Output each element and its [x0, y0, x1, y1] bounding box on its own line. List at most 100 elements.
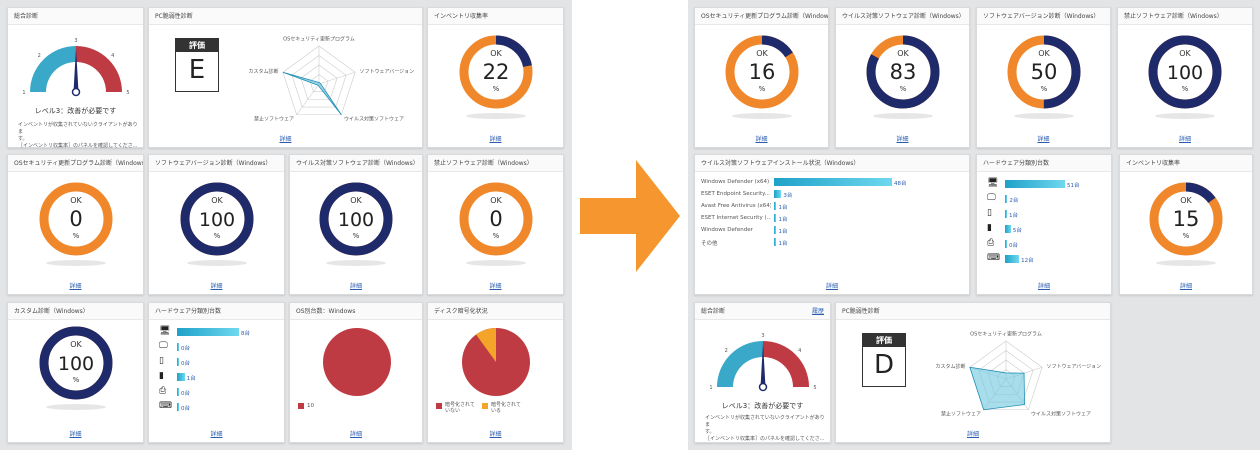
radar-axis — [296, 83, 320, 115]
detail-link[interactable]: 詳細 — [755, 136, 768, 143]
radar-label: 禁止ソフトウェア — [941, 410, 981, 417]
bar — [1005, 195, 1008, 203]
bar-value: 0台 — [181, 406, 190, 412]
detail-link[interactable]: 詳細 — [489, 283, 502, 290]
radar-grid — [300, 64, 338, 100]
detail-link[interactable]: 詳細 — [1178, 136, 1191, 143]
disk-encryption-card: ディスク暗号化状況 暗号化されていない 暗号化されている 詳細 — [427, 302, 564, 443]
gauge-tick-label: 5 — [126, 90, 129, 96]
bar-value: 1台 — [778, 229, 788, 235]
percent-value: 0 — [69, 207, 82, 231]
percent-value: 100 — [338, 209, 374, 231]
detail-link[interactable]: 詳細 — [489, 136, 502, 143]
detail-link[interactable]: 詳細 — [896, 136, 909, 143]
tablet-icon: ▯ — [987, 208, 992, 218]
ok-label: OK — [211, 196, 223, 205]
percent-value: 100 — [57, 353, 93, 375]
detail-link[interactable]: 詳細 — [349, 283, 362, 290]
detail-link[interactable]: 詳細 — [210, 283, 223, 290]
donut-ok-arc — [1148, 35, 1222, 109]
hardware-count-card: ハードウェア分類別台数 🖥 8台 🖵 0台 ▯ 0台 ▮ 1台 ⎙ 0台 ⌨ 0台 詳細 — [148, 302, 285, 443]
pc-vulnerability-card: PC脆弱性診断 評価 D OSセキュリティ更新プログラム ソフトウェアバージョンウ… — [835, 302, 1111, 443]
legend-label-encrypted: 暗号化されている — [491, 402, 521, 414]
percent-unit: % — [72, 376, 79, 384]
detail-link[interactable]: 詳細 — [825, 283, 838, 290]
overall-diagnosis-card: 総合診断 履歴 1 2 3 4 5 レベル3：改善が必要です インベントリが収集されてい… — [694, 302, 831, 443]
radar-label: カスタム診断 — [249, 68, 279, 75]
os-count-card: OS別台数：Windows 10 詳細 — [289, 302, 423, 443]
ok-label: OK — [70, 196, 82, 205]
donut-ok-arc — [1007, 35, 1080, 109]
card-title: ウイルス対策ソフトウェア診断（Windows） — [290, 155, 422, 172]
bar-value: 1台 — [186, 376, 196, 382]
percent-value: 15 — [1173, 207, 1200, 231]
forbidden-software-card: 禁止ソフトウェア診断（Windows） OK 0% 詳細 — [427, 154, 564, 295]
detail-link[interactable]: 詳細 — [69, 431, 82, 438]
legend-label: 10 — [307, 403, 314, 409]
os-security-card: OSセキュリティ更新プログラム診断（Windows） OK 16% 詳細 — [694, 7, 829, 148]
printer-icon: ⎙ — [987, 238, 995, 248]
detail-link[interactable]: 詳細 — [349, 431, 362, 438]
pie-slice-encrypted — [476, 328, 496, 362]
card-title: PC脆弱性診断 — [149, 8, 422, 25]
legend-swatch — [298, 403, 304, 409]
gauge-tick-label: 2 — [38, 53, 41, 59]
percent-unit: % — [72, 232, 79, 240]
software-version-card: ソフトウェアバージョン診断（Windows） OK 100% 詳細 — [148, 154, 285, 295]
detail-link[interactable]: 詳細 — [69, 283, 82, 290]
detail-link[interactable]: 詳細 — [1037, 136, 1050, 143]
gauge-bad-segment — [763, 341, 809, 387]
detail-link[interactable]: 詳細 — [489, 431, 502, 438]
transition-arrow-icon — [580, 160, 680, 272]
level-text: レベル3：改善が必要です — [34, 107, 117, 115]
donut-ok-arc — [319, 182, 393, 256]
antivirus-install-card: ウイルス対策ソフトウェアインストール状況（Windows） Windows De… — [694, 154, 970, 295]
percent-value: 0 — [489, 207, 502, 231]
hardware-count-card: ハードウェア分類別台数 🖥 51台 🖵 2台 ▯ 1台 ▮ 5台 ⎙ 0台 ⌨ 12台 詳細 — [976, 154, 1112, 295]
bar — [1005, 210, 1007, 218]
bar — [774, 226, 777, 234]
gauge-tick-label: 2 — [725, 348, 728, 354]
bar — [1005, 255, 1020, 263]
radar-label: ウイルス対策ソフトウェア — [1031, 410, 1091, 417]
gauge-tick-label: 3 — [761, 333, 764, 339]
bar-value: 0台 — [181, 346, 190, 352]
desc-line: ［インベントリ収集率］のパネルを確認してくださ... — [18, 143, 138, 149]
description: インベントリが収集されていないクライアントがありま す。 ［インベントリ収集率］… — [705, 415, 826, 443]
bar-value: 12台 — [1021, 258, 1034, 264]
bar — [774, 202, 777, 210]
card-title: ハードウェア分類別台数 — [977, 155, 1111, 172]
radar-label: OSセキュリティ更新プログラム — [970, 330, 1042, 337]
software-version-donut: OK 100% — [180, 182, 253, 266]
detail-link[interactable]: 詳細 — [1037, 283, 1050, 290]
antivirus-donut: OK 100% — [319, 182, 393, 266]
card-title: カスタム診断（Windows） — [8, 303, 143, 320]
gauge-tick-label: 5 — [813, 385, 816, 391]
grade-value: D — [873, 350, 895, 380]
history-link[interactable]: 履歴 — [811, 308, 824, 315]
percent-value: 100 — [1167, 62, 1203, 84]
card-title: PC脆弱性診断 — [836, 303, 1110, 320]
detail-link[interactable]: 詳細 — [966, 431, 979, 438]
custom-diagnosis-donut: OK 100% — [39, 326, 112, 410]
radar-area — [969, 366, 1025, 411]
inventory-rate-card: インベントリ収集率 OK 15% 詳細 — [1119, 154, 1253, 295]
card-title: ディスク暗号化状況 — [428, 303, 563, 320]
grade-box: 評価 D — [862, 333, 906, 387]
card-title: 禁止ソフトウェア診断（Windows） — [1118, 8, 1252, 25]
donut-ok-arc — [39, 326, 112, 400]
pie-slice — [323, 328, 391, 396]
detail-link[interactable]: 詳細 — [1179, 283, 1192, 290]
ok-label: OK — [1180, 196, 1192, 205]
antivirus-donut: OK 83% — [866, 35, 939, 119]
detail-link[interactable]: 詳細 — [279, 136, 292, 143]
os-security-card: OSセキュリティ更新プログラム診断（Windows） OK 0% 詳細 — [7, 154, 144, 295]
bar — [177, 403, 179, 411]
detail-link[interactable]: 詳細 — [210, 431, 223, 438]
percent-unit: % — [213, 232, 220, 240]
donut-ok-arc — [180, 182, 253, 256]
ok-label: OK — [897, 49, 909, 58]
bar-label: Avast Free Antivirus (x64) — [701, 203, 771, 209]
percent-unit: % — [492, 85, 499, 93]
